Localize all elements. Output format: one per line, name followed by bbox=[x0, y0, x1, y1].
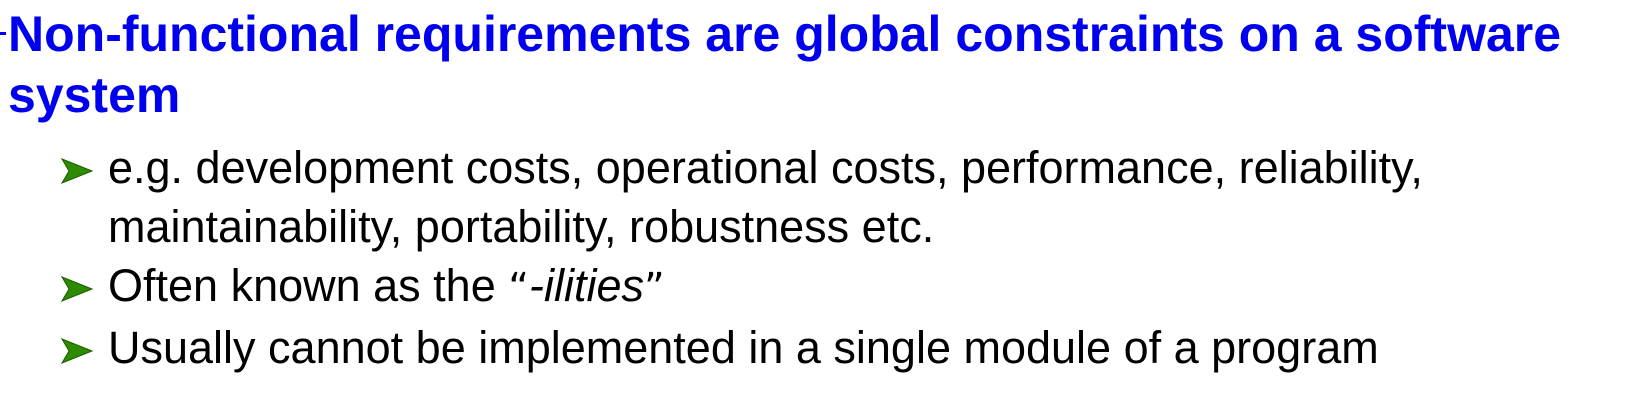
bullet-item-1: e.g. development costs, operational cost… bbox=[60, 138, 1640, 256]
arrow-bullet-icon bbox=[60, 337, 94, 365]
bullet-item-2: Often known as the “-ilities” bbox=[60, 256, 1640, 318]
arrow-bullet-icon bbox=[60, 275, 94, 303]
ilities-emphasis: -ilities bbox=[528, 260, 644, 311]
open-quote: “ bbox=[508, 265, 529, 311]
slide-heading: Non-functional requirements are global c… bbox=[8, 6, 1562, 123]
heading-marker bbox=[0, 32, 6, 35]
bullet-text-3: Usually cannot be implemented in a singl… bbox=[108, 322, 1379, 373]
bullet-text-2-prefix: Often known as the bbox=[108, 260, 509, 311]
bullet-list: e.g. development costs, operational cost… bbox=[60, 138, 1640, 377]
arrow-bullet-icon bbox=[60, 157, 94, 185]
bullet-item-3: Usually cannot be implemented in a singl… bbox=[60, 318, 1640, 377]
bullet-text-1: e.g. development costs, operational cost… bbox=[108, 142, 1423, 252]
close-quote: ” bbox=[643, 265, 665, 311]
